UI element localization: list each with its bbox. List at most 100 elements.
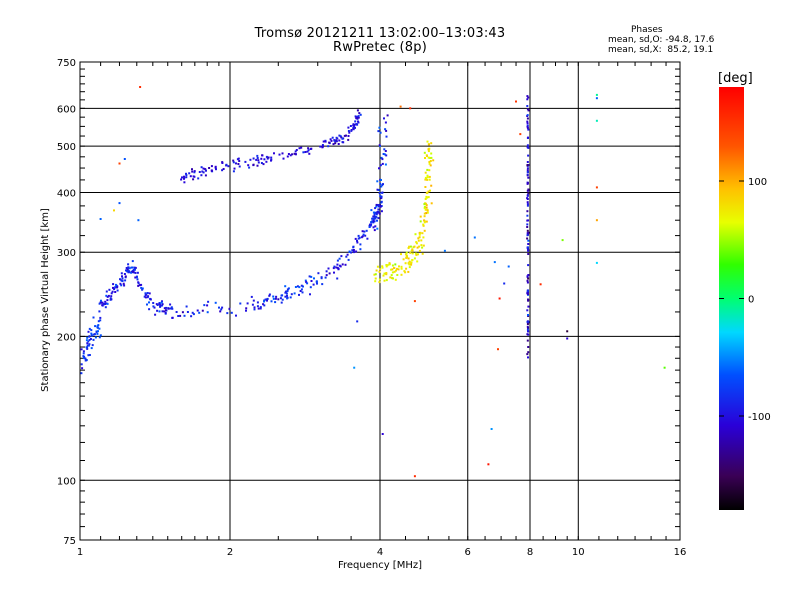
data-point xyxy=(383,153,386,156)
data-point xyxy=(526,117,529,120)
data-point xyxy=(221,169,224,172)
data-point xyxy=(148,292,151,295)
data-point xyxy=(374,280,377,283)
data-point xyxy=(139,86,142,88)
data-point xyxy=(424,208,427,211)
data-point xyxy=(309,293,311,296)
data-point xyxy=(296,285,299,288)
data-point xyxy=(97,320,100,323)
data-point xyxy=(85,339,88,342)
data-point xyxy=(413,245,416,248)
data-point xyxy=(428,169,431,172)
data-point xyxy=(96,326,99,329)
data-point xyxy=(386,114,389,117)
data-point xyxy=(86,336,89,339)
data-point xyxy=(424,186,427,188)
data-point xyxy=(191,311,194,314)
data-point xyxy=(124,279,127,282)
data-point xyxy=(497,348,499,351)
data-point xyxy=(373,213,376,216)
data-point xyxy=(375,205,378,208)
data-point xyxy=(99,316,102,319)
data-point xyxy=(414,252,417,255)
data-point xyxy=(356,320,359,323)
data-point xyxy=(352,245,355,248)
data-point xyxy=(118,162,121,165)
data-point xyxy=(527,327,529,329)
data-point xyxy=(253,306,256,309)
data-point xyxy=(353,126,355,129)
data-point xyxy=(526,246,529,249)
data-point xyxy=(426,178,429,181)
data-point xyxy=(286,290,289,293)
data-point xyxy=(90,334,93,337)
data-point xyxy=(381,184,384,187)
data-point xyxy=(190,315,193,318)
data-point xyxy=(427,148,430,151)
data-point xyxy=(356,116,359,119)
data-point xyxy=(88,339,91,341)
data-point xyxy=(409,251,412,254)
data-point xyxy=(370,221,373,224)
data-point xyxy=(405,256,408,259)
data-point xyxy=(122,282,125,285)
data-point xyxy=(161,310,164,313)
data-point xyxy=(380,195,383,198)
data-point xyxy=(301,291,304,294)
data-point xyxy=(526,164,529,167)
data-point xyxy=(124,275,127,278)
data-point xyxy=(156,309,159,312)
data-point xyxy=(380,156,383,159)
data-point xyxy=(358,112,361,115)
data-point xyxy=(355,117,358,120)
data-point xyxy=(270,300,273,303)
data-point xyxy=(237,163,240,165)
data-point xyxy=(527,219,529,222)
data-point xyxy=(87,330,90,333)
data-point xyxy=(380,197,383,200)
data-point xyxy=(361,235,364,238)
data-point xyxy=(267,156,270,159)
data-point xyxy=(90,347,93,350)
data-point xyxy=(98,336,101,339)
data-point xyxy=(232,170,235,173)
data-point xyxy=(259,307,262,310)
data-point xyxy=(265,155,268,158)
data-point xyxy=(186,311,189,313)
data-point xyxy=(663,366,666,369)
data-point xyxy=(527,299,530,302)
data-point xyxy=(123,158,126,160)
data-point xyxy=(335,266,338,269)
y-tick-label: 500 xyxy=(57,142,76,153)
y-tick-label: 400 xyxy=(57,188,76,199)
data-point xyxy=(163,307,166,310)
data-point xyxy=(126,270,129,273)
data-point xyxy=(356,123,359,126)
data-point xyxy=(423,207,426,210)
data-point xyxy=(106,299,109,302)
data-point xyxy=(526,333,529,336)
data-point xyxy=(487,463,490,466)
data-point xyxy=(346,253,349,256)
data-point xyxy=(154,313,157,316)
data-point xyxy=(414,233,417,236)
data-point xyxy=(307,147,310,150)
data-point xyxy=(420,239,423,242)
data-point xyxy=(526,339,529,342)
data-point xyxy=(97,324,100,327)
data-point xyxy=(426,176,429,179)
data-point xyxy=(185,172,187,175)
data-point xyxy=(526,203,529,206)
data-point xyxy=(183,177,185,180)
data-point xyxy=(420,244,423,247)
data-point xyxy=(293,152,296,155)
data-point xyxy=(305,281,308,284)
data-point xyxy=(268,293,271,296)
data-point xyxy=(425,206,428,209)
data-point xyxy=(191,170,194,173)
data-point xyxy=(308,152,311,155)
data-point xyxy=(526,120,529,123)
data-point xyxy=(377,217,380,220)
data-point xyxy=(430,142,433,145)
data-point xyxy=(257,307,260,310)
